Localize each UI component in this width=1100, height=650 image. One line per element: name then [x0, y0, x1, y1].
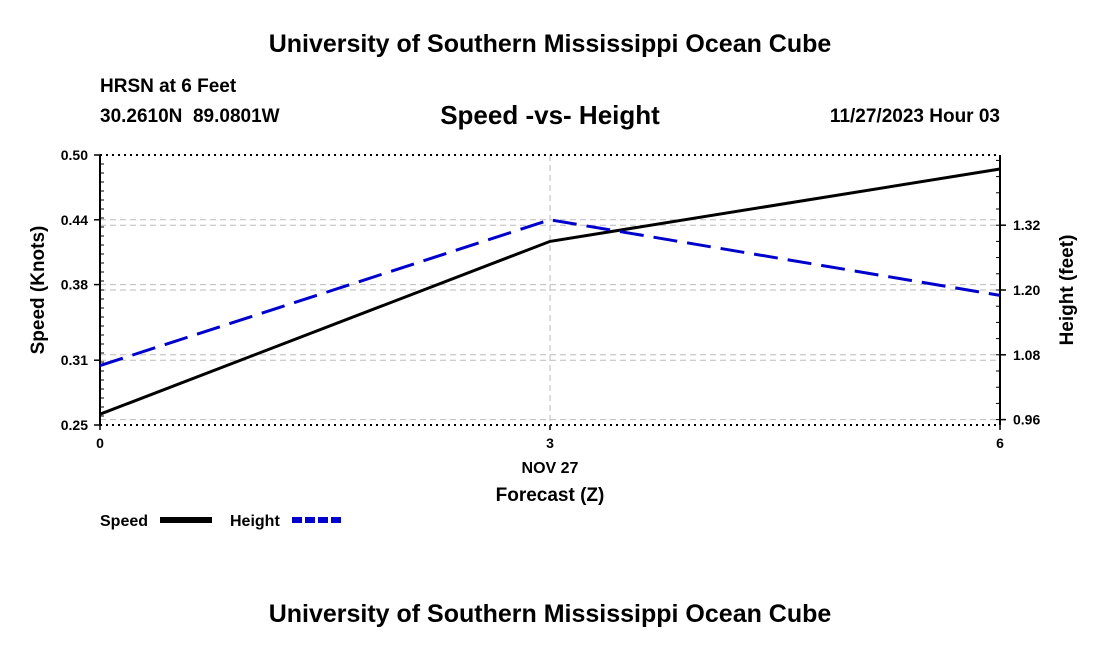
- left-tick-label: 0.50: [61, 147, 88, 163]
- right-tick-label: 1.08: [1013, 347, 1040, 363]
- legend-label-speed: Speed: [100, 513, 148, 530]
- x-tick-label: 0: [96, 435, 104, 451]
- chart-title: Speed -vs- Height: [440, 100, 660, 130]
- forecast-datetime: 11/27/2023 Hour 03: [829, 106, 1000, 127]
- right-tick-label: 1.32: [1013, 217, 1040, 233]
- left-tick-label: 0.31: [61, 352, 88, 368]
- station-name: HRSN at 6 Feet: [100, 76, 237, 97]
- left-tick-label: 0.38: [61, 277, 88, 293]
- left-tick-label: 0.25: [61, 417, 88, 433]
- top-title: University of Southern Mississippi Ocean…: [268, 30, 832, 58]
- x-tick-label: 3: [546, 435, 554, 451]
- x-tick-label: 6: [996, 435, 1004, 451]
- series-line-speed: [99, 167, 1001, 416]
- x-axis-title: Forecast (Z): [496, 485, 605, 506]
- x-date-label: NOV 27: [522, 460, 579, 477]
- series-line-height: [99, 218, 1001, 368]
- right-tick-label: 1.20: [1013, 282, 1040, 298]
- bottom-title: University of Southern Mississippi Ocean…: [268, 600, 832, 628]
- left-tick-label: 0.44: [61, 212, 88, 228]
- y-right-axis-title: Height (feet): [1057, 235, 1078, 346]
- right-tick-label: 0.96: [1013, 412, 1040, 428]
- station-coords: 30.2610N 89.0801W: [100, 106, 280, 127]
- y-left-axis-title: Speed (Knots): [28, 226, 49, 355]
- legend-label-height: Height: [230, 513, 280, 530]
